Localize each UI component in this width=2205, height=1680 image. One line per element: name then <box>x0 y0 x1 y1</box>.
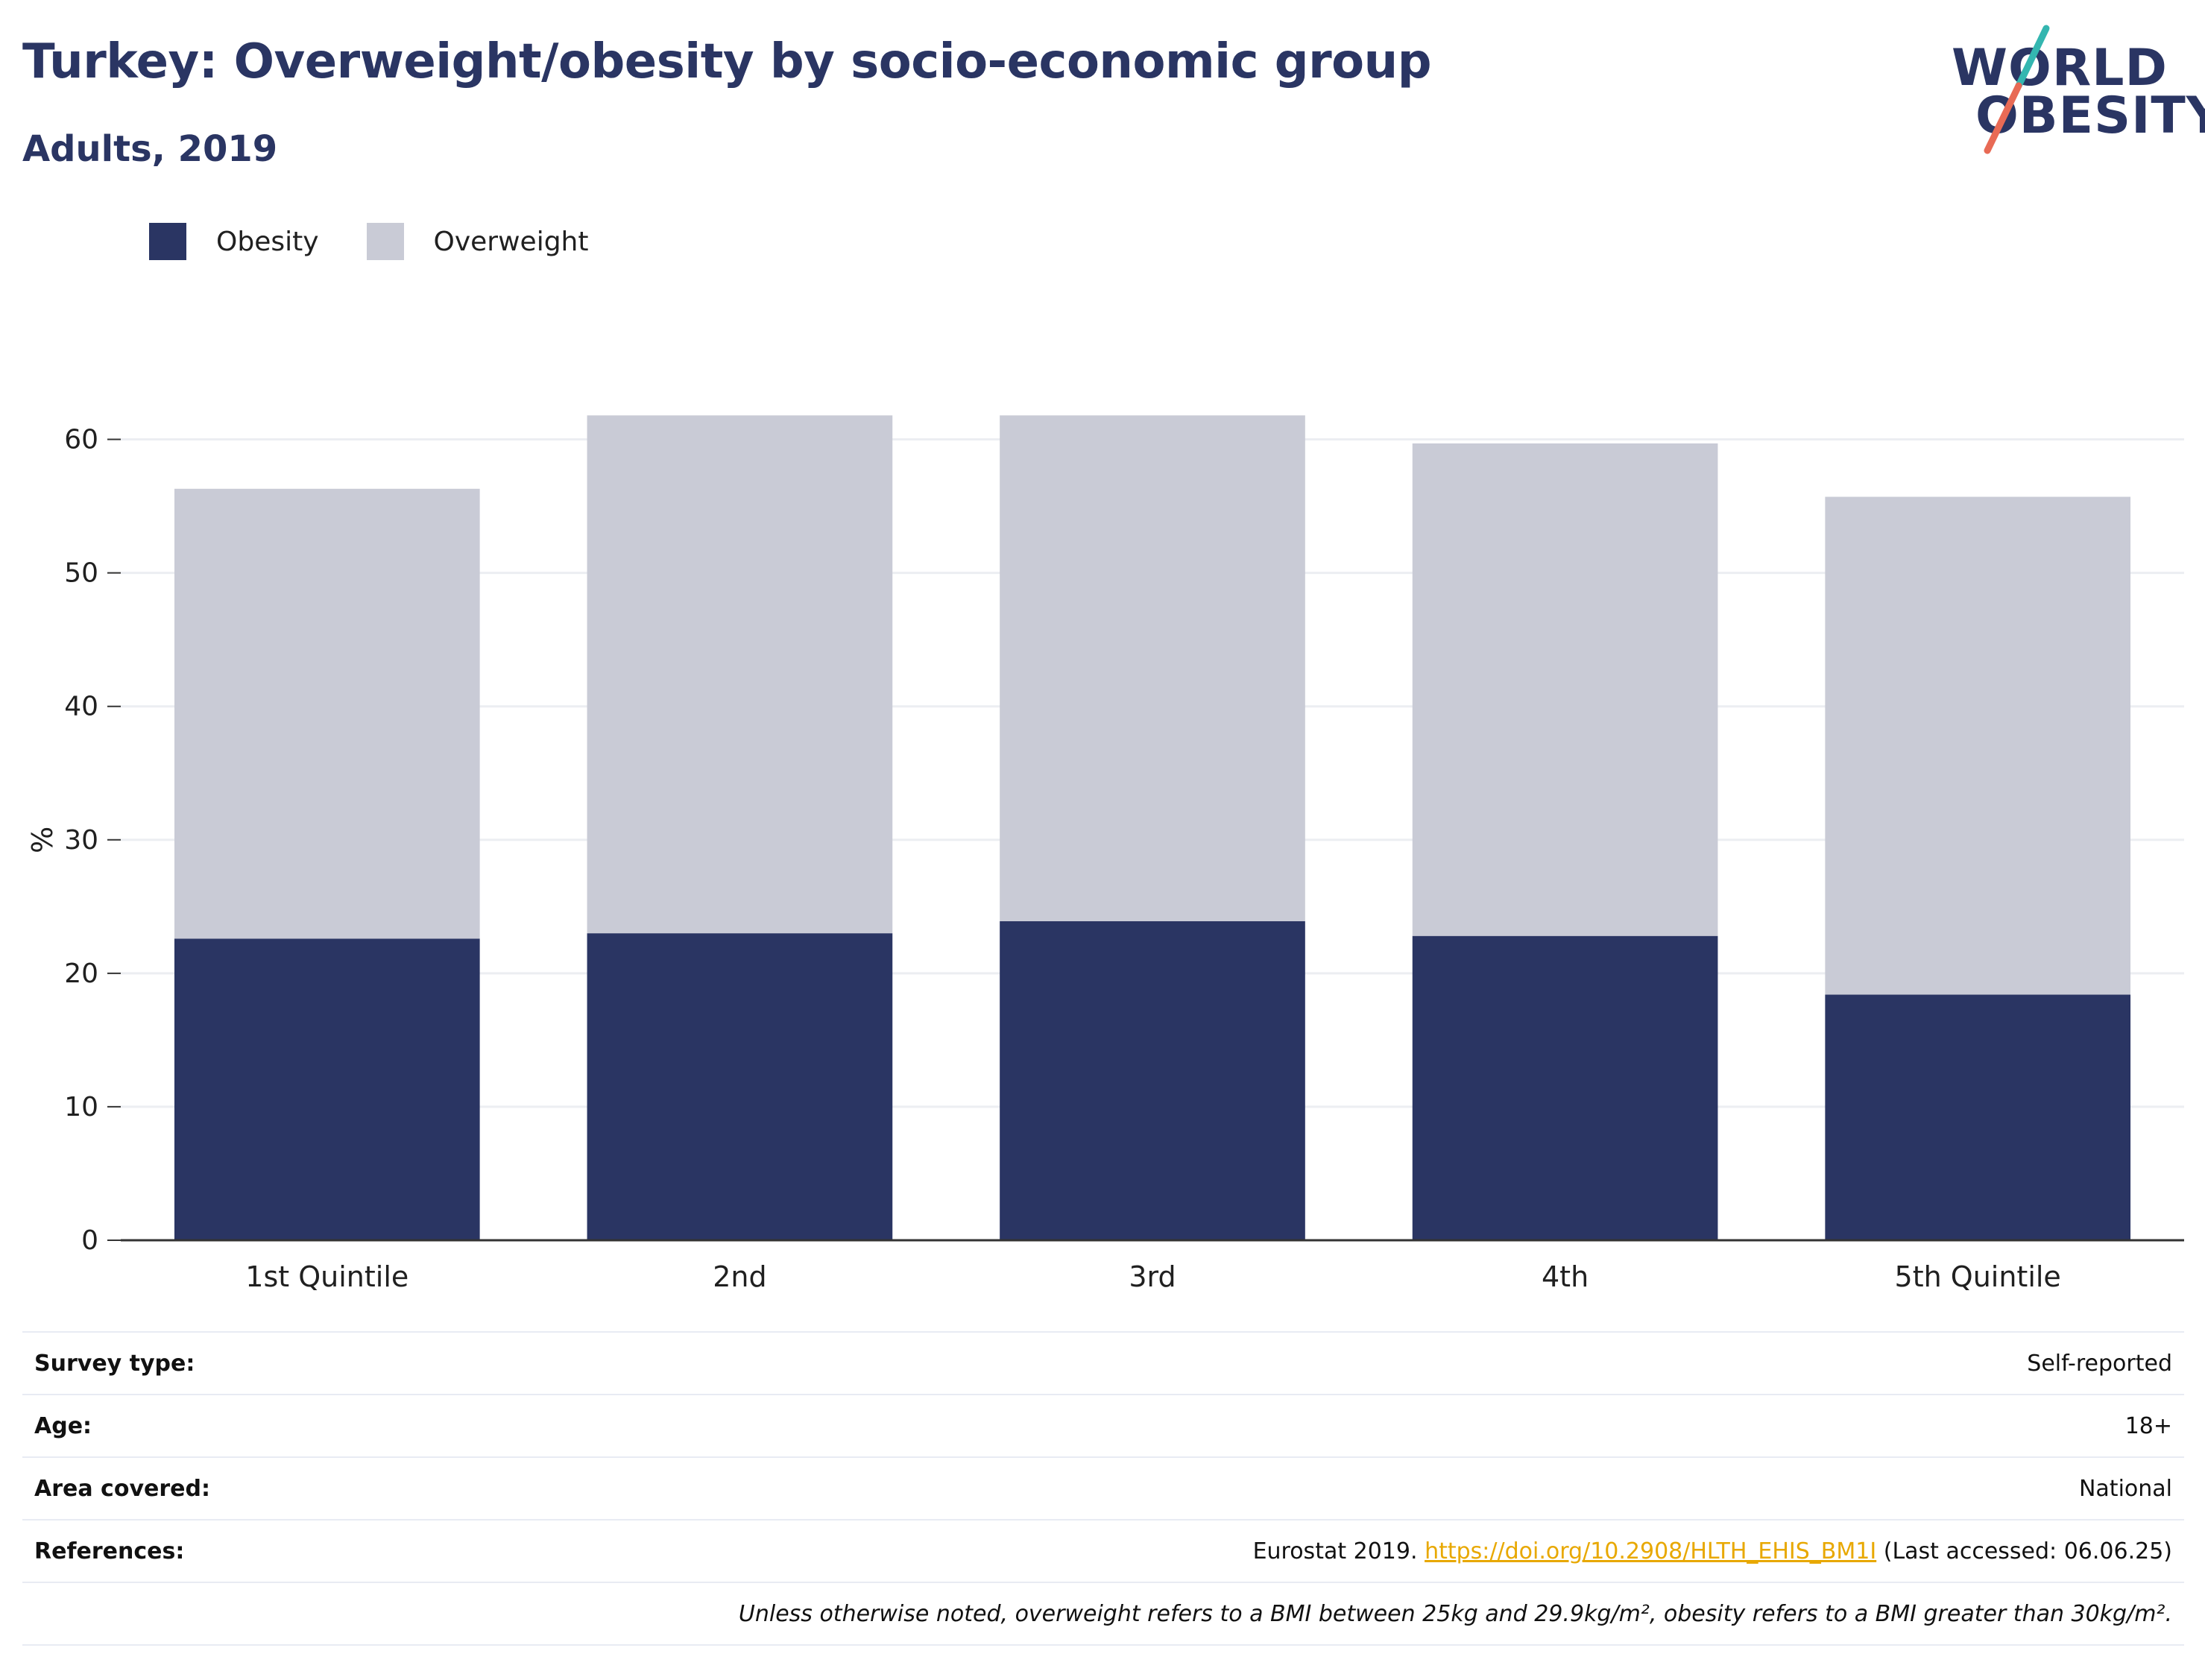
chart-legend: Obesity Overweight <box>149 222 636 261</box>
reference-link[interactable]: https://doi.org/10.2908/HLTH_EHIS_BM1I <box>1425 1538 1877 1564</box>
legend-swatch-obesity <box>149 223 186 260</box>
y-tick-label: 50 <box>64 558 98 589</box>
bar-overweight-5 <box>1825 496 2131 995</box>
legend-label-obesity: Obesity <box>216 226 319 257</box>
footer-note: Unless otherwise noted, overweight refer… <box>738 1601 2172 1627</box>
bar-chart: 0 10 20 30 40 50 60% 1st Quintile 2nd 3rd 4th 5th Q… <box>26 415 2184 1293</box>
bar-overweight-1 <box>174 488 480 939</box>
legend-item-obesity[interactable]: Obesity <box>149 223 319 260</box>
footer-label: Age: <box>34 1413 92 1439</box>
footer-value: National <box>2078 1476 2172 1502</box>
bar-obesity-3 <box>1000 921 1305 1240</box>
footer-value: Self-reported <box>2027 1351 2172 1377</box>
logo-slash-icon <box>1984 25 2050 154</box>
y-tick-label: 30 <box>64 825 98 856</box>
footer-row-references: References: Eurostat 2019. https://doi.o… <box>22 1519 2184 1582</box>
footer-value: Eurostat 2019. https://doi.org/10.2908/H… <box>1253 1538 2172 1564</box>
x-tick-label: 4th <box>1542 1260 1589 1293</box>
footer-label: Survey type: <box>34 1351 195 1377</box>
bar-obesity-2 <box>587 933 893 1240</box>
y-tick-label: 0 <box>81 1225 98 1256</box>
legend-item-overweight[interactable]: Overweight <box>366 223 589 260</box>
y-tick-label: 20 <box>64 959 98 989</box>
footer-label: References: <box>34 1538 185 1564</box>
world-obesity-logo: WORLD OBESITY <box>1938 22 2205 157</box>
y-axis-label: % <box>26 827 59 853</box>
chart-title: Turkey: Overweight/obesity by socio-econ… <box>22 34 1432 89</box>
logo-word-world: WORLD <box>1952 39 2168 98</box>
y-tick-label: 60 <box>64 425 98 455</box>
footer-row-area-covered: Area covered: National <box>22 1456 2184 1519</box>
bar-obesity-5 <box>1825 994 2131 1240</box>
chart-subtitle: Adults, 2019 <box>22 128 278 170</box>
footer-value: 18+ <box>2124 1413 2172 1439</box>
bar-obesity-4 <box>1412 935 1718 1240</box>
reference-source: Eurostat 2019. <box>1252 1538 1418 1564</box>
x-tick-label: 1st Quintile <box>245 1260 408 1293</box>
y-tick-label: 10 <box>64 1092 98 1122</box>
reference-accessed: (Last accessed: 06.06.25) <box>1883 1538 2172 1564</box>
footer-row-survey-type: Survey type: Self-reported <box>22 1331 2184 1394</box>
legend-label-overweight: Overweight <box>433 226 589 257</box>
bar-overweight-2 <box>587 415 893 934</box>
x-tick-label: 3rd <box>1129 1260 1176 1293</box>
x-tick-label: 5th Quintile <box>1895 1260 2061 1293</box>
bar-obesity-1 <box>174 938 480 1240</box>
y-tick-label: 40 <box>64 692 98 722</box>
chart-footer-table: Survey type: Self-reported Age: 18+ Area… <box>22 1331 2184 1646</box>
bar-overweight-4 <box>1412 443 1718 936</box>
footer-row-note: Unless otherwise noted, overweight refer… <box>22 1582 2184 1646</box>
legend-swatch-overweight <box>366 223 404 260</box>
x-tick-label: 2nd <box>713 1260 766 1293</box>
bar-overweight-3 <box>1000 415 1305 922</box>
footer-row-age: Age: 18+ <box>22 1394 2184 1456</box>
footer-label: Area covered: <box>34 1476 210 1502</box>
